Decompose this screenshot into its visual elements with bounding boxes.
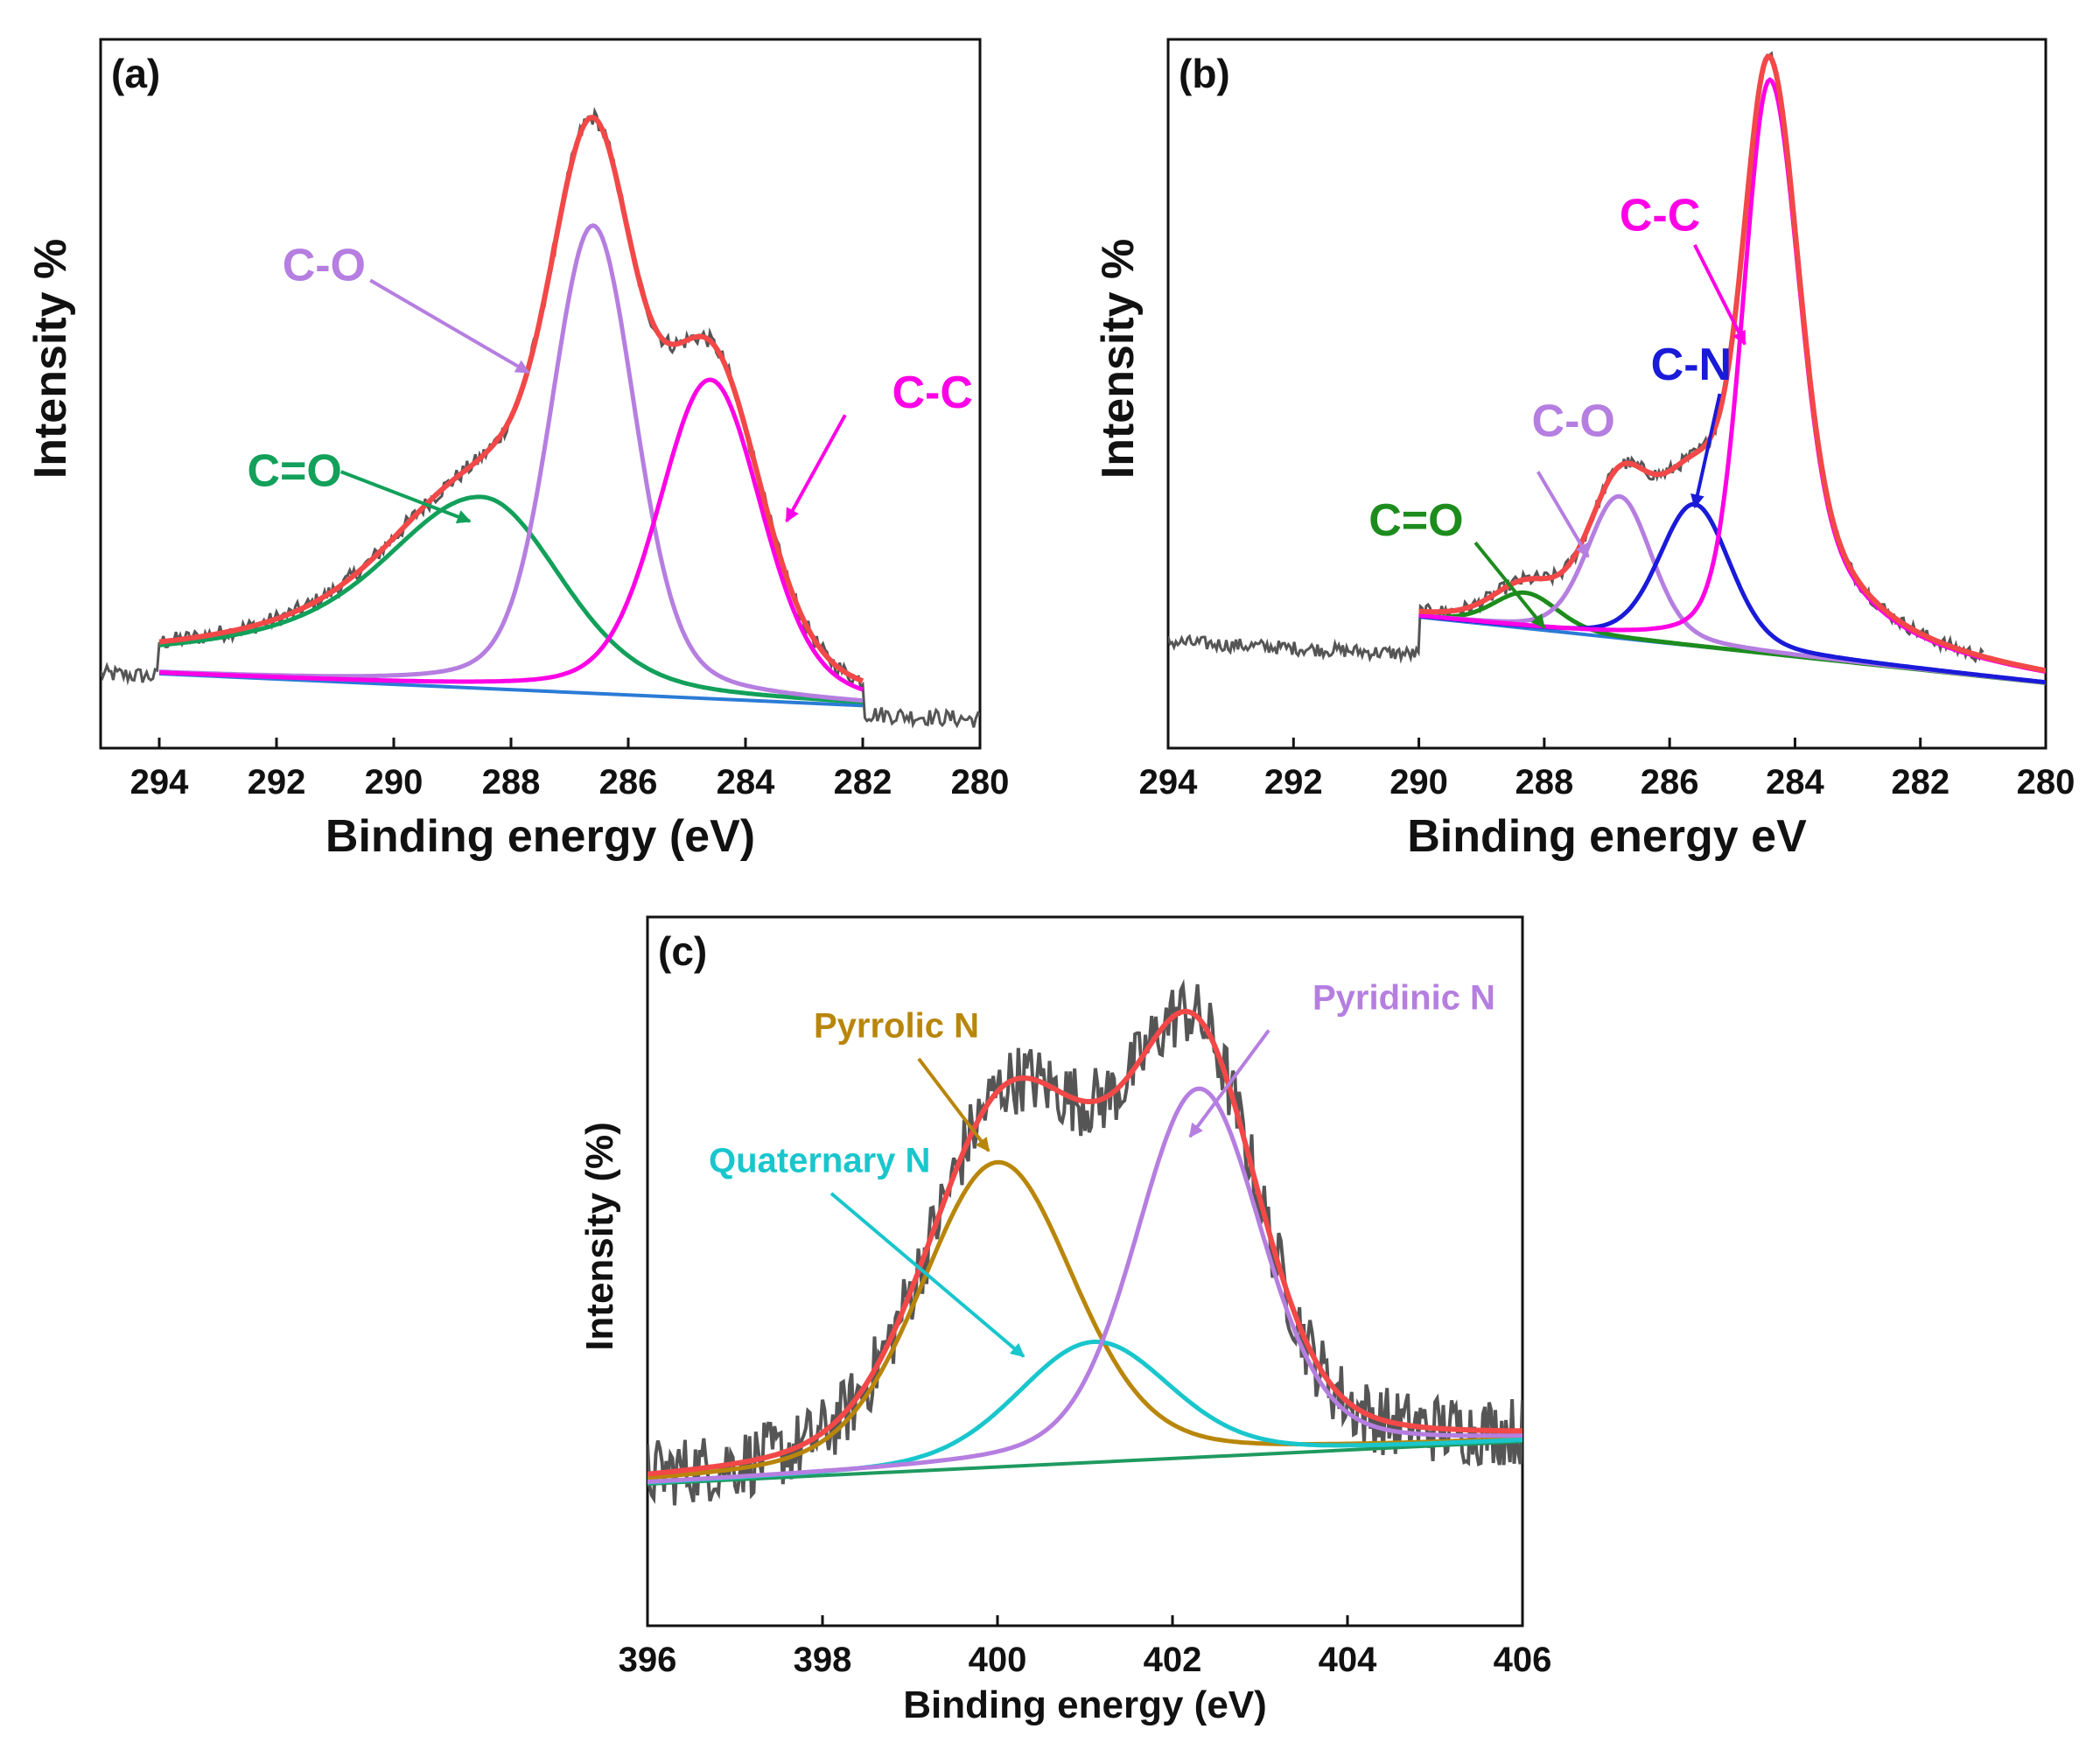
y-axis-label: Intensity % bbox=[25, 239, 76, 480]
annotation-arrow bbox=[1474, 541, 1546, 629]
annotation-label: Quaternary N bbox=[709, 1142, 930, 1180]
annotation-arrow bbox=[1693, 243, 1746, 346]
panel-b: 294 292 290 288 286 284 282 280 Binding energy e… bbox=[1093, 38, 2076, 862]
annotation-arrow bbox=[917, 1057, 990, 1152]
background-line bbox=[648, 1439, 1522, 1486]
annotation-label: Pyrrolic N bbox=[814, 1007, 979, 1046]
annotation-arrow bbox=[785, 414, 847, 523]
panel-label: (a) bbox=[111, 51, 160, 96]
raw-data-line bbox=[648, 978, 1522, 1506]
component-pyridinic-n bbox=[648, 1086, 1522, 1484]
component-c-o bbox=[1418, 590, 2046, 685]
x-axis-label: Binding energy (eV) bbox=[326, 811, 755, 862]
x-tick-label: 282 bbox=[1891, 763, 1950, 802]
x-tick-label: 286 bbox=[599, 763, 658, 802]
x-tick-label: 288 bbox=[482, 763, 541, 802]
x-tick-label: 284 bbox=[717, 763, 775, 802]
x-tick-label: 294 bbox=[1139, 763, 1198, 802]
x-tick-label: 282 bbox=[834, 763, 892, 802]
envelope-line bbox=[158, 115, 864, 684]
annotation-label: C=O bbox=[248, 445, 342, 496]
x-tick-label: 290 bbox=[365, 763, 424, 802]
panel-label: (c) bbox=[658, 928, 707, 974]
x-axis-label: Binding energy eV bbox=[1407, 811, 1807, 862]
x-tick-label: 406 bbox=[1494, 1641, 1552, 1679]
annotation-label: C-O bbox=[1532, 396, 1615, 447]
x-tick-label: 288 bbox=[1515, 763, 1573, 802]
panel-c: 396 398 400 402 404 406 Binding energy (eV) Int… bbox=[578, 915, 1552, 1726]
annotation-arrow bbox=[1188, 1029, 1270, 1138]
plot-frame bbox=[646, 915, 1524, 1628]
annotation-label: C-N bbox=[1651, 340, 1732, 390]
x-tick-label: 396 bbox=[619, 1641, 677, 1679]
x-axis-label: Binding energy (eV) bbox=[903, 1684, 1267, 1726]
plot-area bbox=[648, 978, 1522, 1506]
annotation-label: C-C bbox=[1620, 191, 1700, 242]
x-tick-label: 292 bbox=[1264, 763, 1323, 802]
x-tick-label: 290 bbox=[1390, 763, 1448, 802]
annotation-label: C=O bbox=[1368, 495, 1463, 546]
plot-area bbox=[1168, 51, 2046, 685]
x-tick-label: 280 bbox=[2017, 763, 2076, 802]
x-tick-label: 402 bbox=[1144, 1641, 1202, 1679]
annotation-arrow bbox=[340, 470, 472, 524]
envelope-line bbox=[1418, 53, 2046, 674]
x-tick-label: 280 bbox=[951, 763, 1010, 802]
annotation-arrow bbox=[830, 1192, 1026, 1358]
x-tick-label: 284 bbox=[1766, 763, 1824, 802]
raw-data-line bbox=[1168, 51, 1984, 664]
x-tick-label: 398 bbox=[794, 1641, 852, 1679]
plot-frame bbox=[1166, 38, 2048, 750]
annotation-arrow bbox=[369, 278, 530, 374]
panel-label: (b) bbox=[1179, 51, 1230, 96]
panel-a: 294 292 290 288 286 284 282 280 Binding energy (… bbox=[25, 38, 1010, 862]
x-tick-label: 404 bbox=[1319, 1641, 1377, 1679]
annotation-label: C-C bbox=[892, 368, 973, 418]
x-tick-label: 286 bbox=[1641, 763, 1699, 802]
plot-area bbox=[101, 107, 980, 729]
annotation-arrow bbox=[1690, 393, 1722, 509]
x-tick-label: 292 bbox=[248, 763, 306, 802]
component-c-o bbox=[158, 494, 864, 704]
annotation-label: C-O bbox=[283, 240, 366, 290]
plot-frame bbox=[99, 38, 982, 750]
annotation-arrow bbox=[1536, 471, 1590, 558]
component-c-c bbox=[158, 377, 864, 692]
x-tick-label: 294 bbox=[130, 763, 189, 802]
envelope-line bbox=[648, 1009, 1522, 1477]
y-axis-label: Intensity % bbox=[1093, 239, 1144, 480]
annotation-label: Pyridinic N bbox=[1312, 978, 1495, 1017]
x-tick-label: 400 bbox=[969, 1641, 1027, 1679]
y-axis-label: Intensity (%) bbox=[578, 1122, 621, 1351]
